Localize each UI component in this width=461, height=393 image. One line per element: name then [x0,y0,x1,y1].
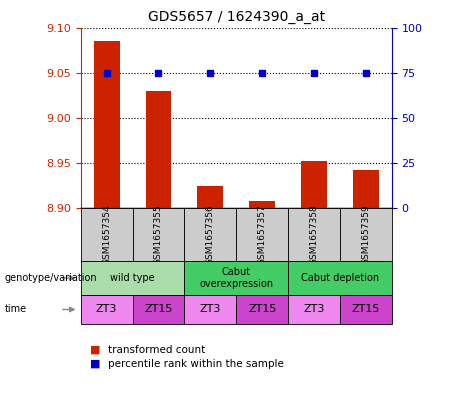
Bar [184,295,236,324]
Text: ZT3: ZT3 [200,305,221,314]
Bar [184,208,236,261]
Text: ZT15: ZT15 [144,305,173,314]
Bar [81,295,133,324]
Bar [340,295,392,324]
Text: GSM1657354: GSM1657354 [102,204,111,265]
Text: ■: ■ [90,358,100,369]
Bar [81,208,133,261]
Text: GSM1657356: GSM1657356 [206,204,215,265]
Title: GDS5657 / 1624390_a_at: GDS5657 / 1624390_a_at [148,10,325,24]
Text: Cabut
overexpression: Cabut overexpression [199,267,273,289]
Bar [249,201,275,208]
Text: GSM1657359: GSM1657359 [361,204,371,265]
Text: ZT15: ZT15 [352,305,380,314]
Text: wild type: wild type [110,273,155,283]
Bar [184,261,288,295]
Text: GSM1657358: GSM1657358 [309,204,319,265]
Text: GSM1657357: GSM1657357 [258,204,267,265]
Text: Cabut depletion: Cabut depletion [301,273,379,283]
Bar [288,295,340,324]
Text: ■: ■ [90,345,100,355]
Bar [301,161,327,208]
Bar [236,208,288,261]
Bar [353,170,379,208]
Text: genotype/variation: genotype/variation [5,273,97,283]
Bar [340,208,392,261]
Text: ZT3: ZT3 [96,305,117,314]
Bar [146,91,171,208]
Text: transformed count: transformed count [108,345,206,355]
Bar [288,261,392,295]
Bar [133,208,184,261]
Text: ZT15: ZT15 [248,305,277,314]
Bar [236,295,288,324]
Bar [81,261,184,295]
Text: percentile rank within the sample: percentile rank within the sample [108,358,284,369]
Text: GSM1657355: GSM1657355 [154,204,163,265]
Bar [133,295,184,324]
Bar [94,41,119,208]
Bar [288,208,340,261]
Bar [197,186,223,208]
Text: ZT3: ZT3 [303,305,325,314]
Text: time: time [5,305,27,314]
